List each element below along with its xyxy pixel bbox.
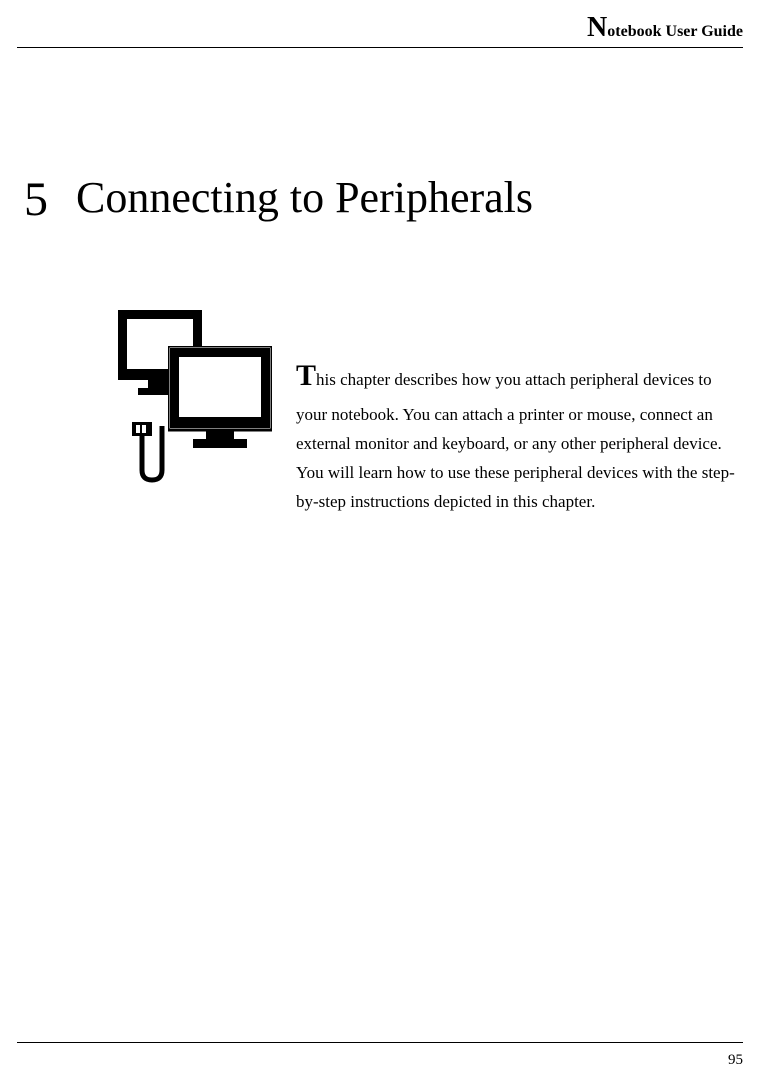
chapter-title: Connecting to Peripherals [76,172,533,223]
header-rule [17,47,743,48]
chapter-number: 5 [24,172,48,227]
content-area: This chapter describes how you attach pe… [118,310,743,517]
chapter-icon [118,310,296,485]
body-text-content: his chapter describes how you attach per… [296,370,735,511]
chapter-heading: 5 Connecting to Peripherals [24,172,736,227]
body-paragraph: This chapter describes how you attach pe… [296,310,743,517]
footer-rule [17,1042,743,1043]
monitors-icon [118,310,293,485]
header-title-prefix: N [587,12,607,43]
drop-cap: T [296,359,316,392]
cable-icon [132,422,174,486]
header-title-rest: otebook User Guide [607,23,743,40]
monitor-front-icon [168,346,272,450]
page-number: 95 [728,1052,743,1069]
page-header: Notebook User Guide [587,12,743,44]
